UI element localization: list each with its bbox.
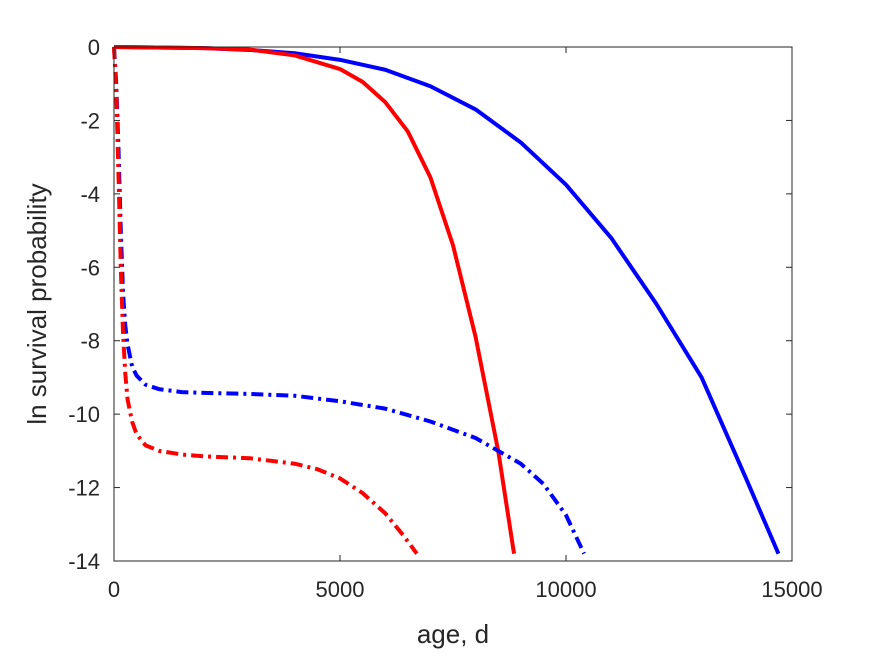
plot-frame [113, 46, 793, 562]
x-tick-label: 10000 [535, 577, 596, 602]
y-tick-label: -6 [80, 255, 100, 280]
y-tick-label: -14 [68, 549, 100, 574]
x-axis-label: age, d [417, 619, 489, 649]
x-tick-label: 5000 [316, 577, 365, 602]
y-tick-label: -12 [68, 476, 100, 501]
series-line-4 [112, 46, 419, 555]
series-line-2 [113, 45, 516, 554]
axis-ticks: 0 5000 10000 15000 0 -2 -4 -6 -8 -10 -12 -14 [68, 35, 822, 602]
plot-lines [112, 45, 781, 555]
y-tick-label: -10 [68, 402, 100, 427]
y-tick-label: -4 [80, 182, 100, 207]
y-tick-label: 0 [88, 35, 100, 60]
y-axis-label: ln survival probability [22, 183, 52, 424]
x-tick-label: 0 [108, 577, 120, 602]
y-tick-label: -8 [80, 329, 100, 354]
series-line-1 [113, 45, 781, 555]
x-tick-label: 15000 [761, 577, 822, 602]
y-tick-label: -2 [80, 108, 100, 133]
series-line-3 [112, 46, 586, 555]
